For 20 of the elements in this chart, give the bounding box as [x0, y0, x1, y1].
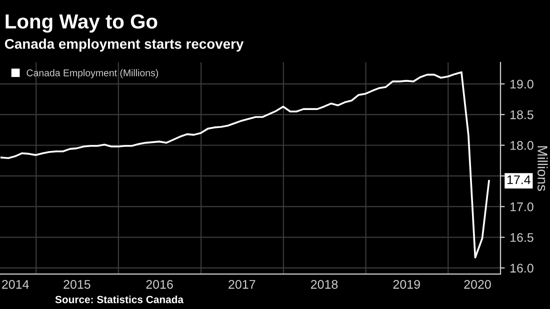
chart-subtitle: Canada employment starts recovery: [4, 38, 244, 52]
x-tick-label: 2016: [146, 280, 173, 289]
x-tick-label: 2017: [228, 280, 256, 289]
y-tick-label: 17.0: [510, 202, 534, 212]
y-tick-label: 18.0: [510, 141, 534, 150]
x-tick-label: 2020: [464, 280, 491, 289]
y-tick-label: 16.5: [510, 233, 534, 242]
y-axis-title: Millions: [538, 146, 548, 191]
x-tick-label: 2019: [393, 280, 420, 289]
source-note: Source: Statistics Canada: [55, 296, 184, 304]
annotation: 17.4: [507, 175, 530, 184]
x-tick-label: 2014: [2, 280, 29, 289]
y-tick-label: 18.5: [510, 110, 534, 120]
chart-title: Long Way to Go: [6, 14, 158, 33]
x-tick-label: 2018: [310, 280, 338, 289]
line-series: [0, 71, 490, 258]
legend-label: Canada Employment (Millions): [26, 69, 158, 78]
y-tick-label: 16.0: [510, 264, 534, 273]
x-tick-label: 2015: [64, 280, 90, 289]
y-tick-label: 19.0: [510, 80, 534, 89]
